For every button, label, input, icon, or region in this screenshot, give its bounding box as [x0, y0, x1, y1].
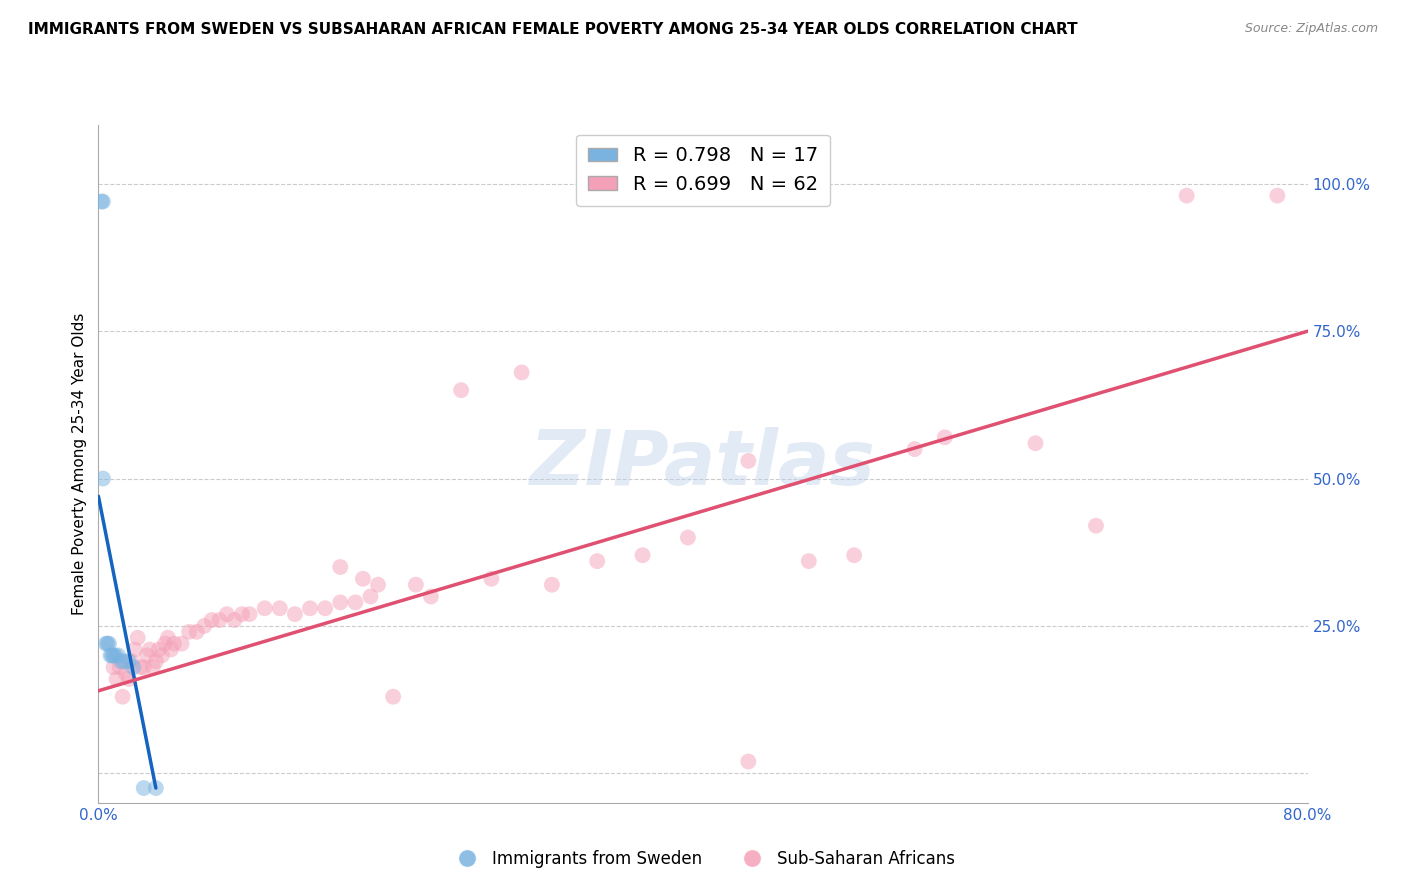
Point [352, 572, 374, 586]
Point [96, 637, 118, 651]
Text: Source: ZipAtlas.com: Source: ZipAtlas.com [1244, 22, 1378, 36]
Point [269, 601, 291, 615]
Point [108, 660, 131, 674]
Point [208, 613, 231, 627]
Point [150, 648, 173, 663]
Point [129, 660, 152, 674]
Point [201, 613, 224, 627]
Point [1024, 436, 1046, 450]
Point [132, 780, 155, 795]
Point [91, 472, 114, 486]
Point [94, 637, 117, 651]
Point [450, 383, 472, 397]
Point [121, 654, 143, 668]
Point [122, 660, 145, 674]
Legend: Immigrants from Sweden, Sub-Saharan Africans: Immigrants from Sweden, Sub-Saharan Afri… [444, 844, 962, 875]
Point [586, 554, 609, 568]
Point [224, 613, 246, 627]
Point [118, 654, 141, 668]
Point [104, 648, 127, 663]
Point [90, 194, 112, 209]
Point [139, 642, 162, 657]
Text: IMMIGRANTS FROM SWEDEN VS SUBSAHARAN AFRICAN FEMALE POVERTY AMONG 25-34 YEAR OLD: IMMIGRANTS FROM SWEDEN VS SUBSAHARAN AFR… [28, 22, 1078, 37]
Point [111, 690, 134, 704]
Point [142, 660, 165, 674]
Point [114, 666, 136, 681]
Point [98, 637, 121, 651]
Point [676, 531, 699, 545]
Point [367, 577, 389, 591]
Point [934, 430, 956, 444]
Point [163, 637, 186, 651]
Point [160, 642, 183, 657]
Point [239, 607, 262, 622]
Point [101, 648, 124, 663]
Point [231, 607, 253, 622]
Point [1085, 518, 1108, 533]
Point [100, 648, 122, 663]
Point [419, 590, 441, 604]
Point [107, 648, 129, 663]
Point [103, 660, 125, 674]
Point [170, 637, 193, 651]
Point [329, 595, 352, 609]
Point [148, 642, 170, 657]
Point [299, 601, 322, 615]
Point [797, 554, 820, 568]
Point [737, 454, 759, 468]
Point [112, 654, 135, 668]
Point [344, 595, 367, 609]
Point [132, 660, 155, 674]
Point [105, 672, 128, 686]
Point [405, 577, 427, 591]
Point [360, 590, 382, 604]
Point [110, 654, 132, 668]
Point [329, 560, 352, 574]
Point [153, 637, 176, 651]
Point [631, 548, 654, 562]
Point [186, 624, 208, 639]
Point [145, 780, 167, 795]
Point [904, 442, 927, 456]
Point [382, 690, 405, 704]
Point [737, 755, 759, 769]
Point [118, 672, 141, 686]
Point [1175, 188, 1198, 202]
Point [124, 642, 146, 657]
Point [103, 648, 125, 663]
Point [193, 619, 215, 633]
Point [1265, 188, 1288, 202]
Point [127, 631, 149, 645]
Point [314, 601, 336, 615]
Legend: R = 0.798   N = 17, R = 0.699   N = 62: R = 0.798 N = 17, R = 0.699 N = 62 [576, 135, 830, 206]
Text: ZIPatlas: ZIPatlas [530, 427, 876, 500]
Y-axis label: Female Poverty Among 25-34 Year Olds: Female Poverty Among 25-34 Year Olds [72, 313, 87, 615]
Point [481, 572, 503, 586]
Point [145, 654, 167, 668]
Point [540, 577, 562, 591]
Point [177, 624, 201, 639]
Point [135, 648, 157, 663]
Point [253, 601, 276, 615]
Point [156, 631, 179, 645]
Point [510, 366, 533, 380]
Point [91, 194, 114, 209]
Point [284, 607, 307, 622]
Point [844, 548, 866, 562]
Point [215, 607, 238, 622]
